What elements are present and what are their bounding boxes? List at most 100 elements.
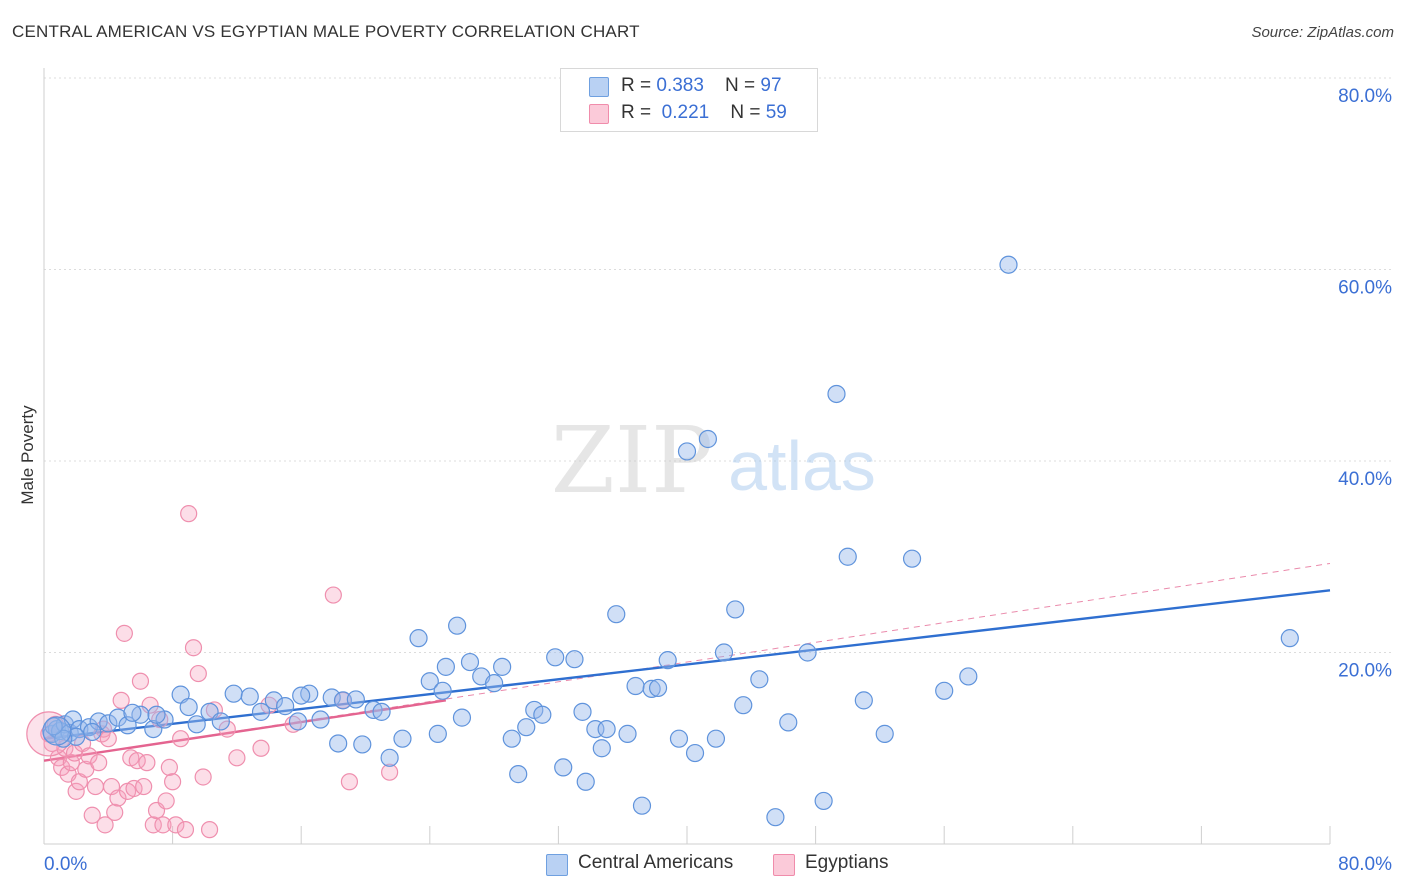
egyptians-point-44 <box>180 505 198 523</box>
egyptians-point-57 <box>340 773 359 791</box>
egyptians-point-55 <box>324 586 342 604</box>
central-americans-point-91 <box>251 702 271 721</box>
central-americans-point-65 <box>698 429 717 449</box>
central-americans-point-57 <box>626 676 645 696</box>
n-label: N = <box>725 75 761 96</box>
central-americans-point-90 <box>211 712 230 731</box>
watermark-atlas: atlas <box>728 427 876 505</box>
central-americans-point-80 <box>935 681 954 700</box>
central-americans-trend-line <box>43 589 1331 740</box>
egyptians-point-25 <box>115 624 133 642</box>
central-americans-point-21 <box>264 691 283 710</box>
central-americans-point-23 <box>288 712 308 731</box>
central-americans-point-96 <box>433 681 452 700</box>
central-americans-point-61 <box>658 651 677 670</box>
central-americans-point-74 <box>814 791 833 811</box>
central-americans-point-82 <box>999 255 1018 274</box>
egyptians-point-15 <box>86 777 105 796</box>
central-americans-point-79 <box>902 549 922 568</box>
pink-swatch <box>773 854 795 876</box>
source-label: Source: ZipAtlas.com <box>1251 24 1394 41</box>
central-americans-point-51 <box>576 772 595 791</box>
egyptians-point-48 <box>200 821 219 839</box>
central-americans-point-34 <box>409 629 428 648</box>
central-americans-point-30 <box>353 735 372 754</box>
central-americans-point-cluster <box>42 716 72 746</box>
central-americans-point-45 <box>517 718 536 737</box>
n-value: 59 <box>765 102 787 123</box>
central-americans-point-28 <box>346 690 365 709</box>
central-americans-point-32 <box>380 748 399 767</box>
egyptians-point-58 <box>381 763 399 781</box>
egyptians-point-23 <box>109 789 127 807</box>
central-americans-point-50 <box>565 650 584 669</box>
egyptians-points <box>26 505 399 839</box>
central-americans-point-44 <box>509 765 528 784</box>
central-americans-point-38 <box>448 616 467 635</box>
central-americans-point-70 <box>750 670 769 689</box>
tick-labels: 20.0% 40.0% 60.0% 80.0% 0.0% 80.0% <box>44 86 1392 875</box>
central-americans-point-49 <box>554 758 573 777</box>
central-americans-point-29 <box>329 734 348 753</box>
central-americans-point-72 <box>779 713 798 732</box>
central-americans-point-33 <box>393 729 412 748</box>
axes <box>43 68 1331 845</box>
central-americans-point-88 <box>123 703 142 722</box>
egyptians-point-4 <box>53 758 71 777</box>
central-americans-point-92 <box>292 686 311 705</box>
central-americans-point-81 <box>959 667 978 686</box>
central-americans-point-85 <box>83 722 102 742</box>
y-tick-label-1: 40.0% <box>1338 469 1392 490</box>
egyptians-point-39 <box>160 758 178 777</box>
trend-lines <box>43 562 1331 762</box>
central-americans-point-47 <box>533 705 552 724</box>
egyptians-point-46 <box>189 664 207 683</box>
egyptians-point-16 <box>90 754 108 772</box>
egyptians-point-9 <box>67 782 85 800</box>
egyptians-point-30 <box>131 672 150 690</box>
egyptians-point-47 <box>194 768 212 786</box>
central-americans-point-76 <box>838 547 857 566</box>
y-tick-label-3: 80.0% <box>1338 86 1392 107</box>
central-americans-point-64 <box>685 743 705 763</box>
egyptians-point-3 <box>49 749 68 767</box>
central-americans-point-95 <box>573 702 592 721</box>
x-tick-label-max: 80.0% <box>1338 854 1392 875</box>
egyptians-point-52 <box>252 739 270 757</box>
stats-legend: R = 0.383 N = 97 R = 0.221 N = 59 <box>560 68 818 132</box>
central-americans-point-53 <box>592 739 611 758</box>
central-americans-point-41 <box>485 674 504 693</box>
central-americans-point-27 <box>333 691 353 710</box>
watermark: ZIP atlas <box>551 407 876 514</box>
y-tick-label-2: 60.0% <box>1338 278 1392 299</box>
central-americans-points <box>42 255 1299 827</box>
y-axis-label: Male Poverty <box>17 405 37 505</box>
central-americans-point-71 <box>766 808 785 827</box>
central-americans-point-77 <box>854 691 873 710</box>
central-americans-point-86 <box>54 729 73 748</box>
x-tick-label-min: 0.0% <box>44 854 87 875</box>
central-americans-point-10 <box>108 708 128 727</box>
central-americans-point-35 <box>420 672 439 691</box>
central-americans-point-25 <box>311 710 330 729</box>
pink-swatch <box>589 104 609 124</box>
egyptians-trend-line <box>43 699 447 762</box>
egyptians-point-7 <box>62 754 80 772</box>
r-value: 0.383 <box>656 75 704 96</box>
central-americans-point-93 <box>372 702 391 721</box>
watermark-zip: ZIP <box>551 407 713 514</box>
r-label: R = <box>621 75 657 96</box>
egyptians-point-24 <box>112 691 130 709</box>
central-americans-point-55 <box>607 605 626 624</box>
central-americans-point-78 <box>875 724 894 743</box>
egyptians-point-45 <box>184 639 203 657</box>
egyptians-point-40 <box>164 773 182 791</box>
central-americans-point-94 <box>452 708 472 727</box>
central-americans-point-58 <box>632 796 652 815</box>
central-americans-point-54 <box>597 719 616 739</box>
r-value: 0.221 <box>661 102 710 123</box>
central-americans-point-42 <box>493 657 512 676</box>
central-americans-point-68 <box>726 600 745 619</box>
chart-title: CENTRAL AMERICAN VS EGYPTIAN MALE POVERT… <box>12 22 640 41</box>
egyptians-point-38 <box>157 792 175 810</box>
